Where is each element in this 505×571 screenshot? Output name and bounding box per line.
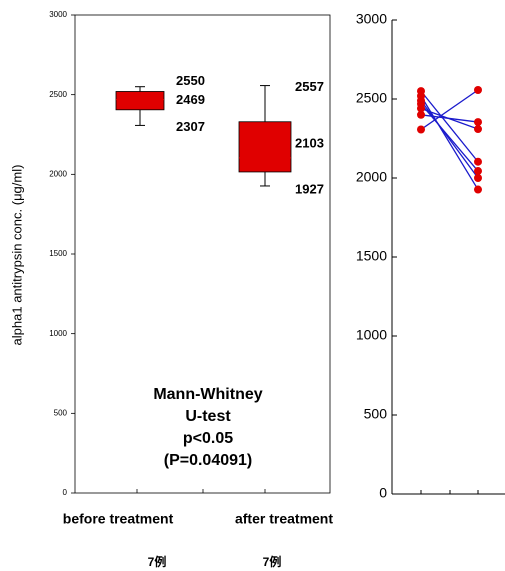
y-tick-label: 2500 xyxy=(356,90,387,106)
series-line xyxy=(420,103,479,172)
annotation: p<0.05 xyxy=(183,430,233,447)
y-tick-label: 1500 xyxy=(356,248,387,264)
series-line xyxy=(420,114,479,123)
count-label: 7例 xyxy=(148,554,167,569)
y-tick-label: 2500 xyxy=(49,90,67,99)
value-label: 2469 xyxy=(176,92,205,107)
count-label: 7例 xyxy=(263,554,282,569)
marker xyxy=(474,85,482,94)
series-line xyxy=(420,90,479,163)
y-tick-label: 500 xyxy=(364,406,388,422)
x-tick-label: after treatment xyxy=(235,511,333,527)
marker xyxy=(417,110,425,119)
series-line xyxy=(420,100,479,179)
marker xyxy=(474,118,482,127)
y-tick-label: 2000 xyxy=(49,169,67,178)
marker xyxy=(474,125,482,134)
y-tick-label: 0 xyxy=(379,485,387,501)
y-axis-label: alpha1 antitrypsin conc. (μg/ml) xyxy=(9,165,24,346)
annotation: U-test xyxy=(185,408,231,425)
y-tick-label: 0 xyxy=(63,488,68,497)
value-label: 2557 xyxy=(295,79,324,94)
y-tick-label: 500 xyxy=(54,408,68,417)
marker xyxy=(474,167,482,176)
value-label: 2103 xyxy=(295,135,324,150)
marker xyxy=(417,104,425,113)
x-tick-label: before treatment xyxy=(63,511,174,527)
marker xyxy=(474,185,482,194)
annotation: (P=0.04091) xyxy=(164,452,253,469)
series-line xyxy=(420,89,479,131)
y-tick-label: 3000 xyxy=(49,10,67,19)
box xyxy=(238,121,292,173)
value-label: 1927 xyxy=(295,181,324,196)
y-tick-label: 1500 xyxy=(49,249,67,258)
y-tick-label: 2000 xyxy=(356,169,387,185)
value-label: 2550 xyxy=(176,73,205,88)
annotation: Mann-Whitney xyxy=(153,386,262,403)
value-label: 2307 xyxy=(176,119,205,134)
y-tick-label: 1000 xyxy=(356,327,387,343)
y-tick-label: 3000 xyxy=(356,11,387,27)
y-tick-label: 1000 xyxy=(49,329,67,338)
marker xyxy=(474,157,482,166)
marker xyxy=(474,174,482,182)
box xyxy=(115,91,165,111)
marker xyxy=(417,125,425,134)
